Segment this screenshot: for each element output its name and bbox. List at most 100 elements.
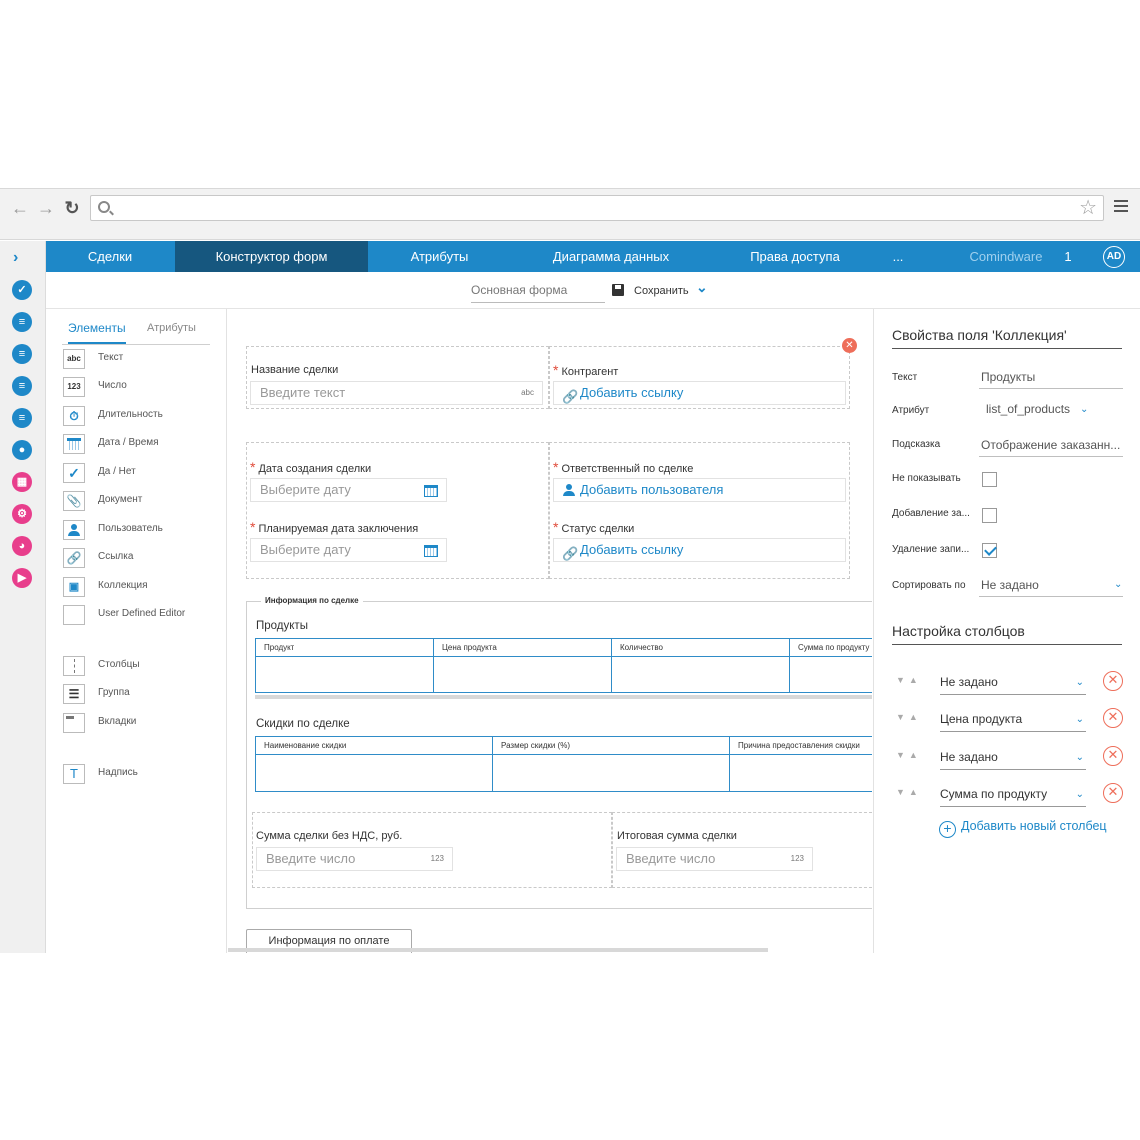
column-select[interactable]: Не задано ⌄ xyxy=(940,750,1086,770)
reorder-arrows-icon[interactable]: ▼▲ xyxy=(896,712,922,722)
calendar-icon[interactable] xyxy=(424,485,438,497)
analytics-icon[interactable]: ◕ xyxy=(12,536,32,556)
element-label: Текст xyxy=(98,352,124,363)
table-header xyxy=(256,737,872,755)
prop-hide-checkbox[interactable] xyxy=(982,472,997,487)
chevron-down-icon: ⌄ xyxy=(1075,714,1084,725)
delete-column-icon[interactable]: ✕ xyxy=(1103,671,1123,691)
placeholder-text: Выберите дату xyxy=(260,542,351,557)
bookmark-star-icon[interactable]: ☆ xyxy=(1079,197,1097,219)
prop-delete-label: Удаление запи... xyxy=(892,544,970,555)
discounts-label: Скидки по сделке xyxy=(256,718,350,730)
prop-sort-select[interactable]: Не задано xyxy=(981,578,1039,592)
tab-attributes[interactable]: Атрибуты xyxy=(410,249,469,264)
notification-count[interactable]: 1 xyxy=(1064,249,1072,264)
products-table[interactable]: Продукт Цена продукта Количество Сумма п… xyxy=(255,638,872,693)
element-label: Да / Нет xyxy=(98,466,136,477)
column-header[interactable]: Причина предоставления скидки xyxy=(738,741,860,750)
records-list-icon[interactable]: ≡ xyxy=(12,344,32,364)
reorder-arrows-icon[interactable]: ▼▲ xyxy=(896,675,922,685)
save-disk-icon[interactable] xyxy=(612,284,624,296)
settings-gear-icon[interactable]: ⚙ xyxy=(12,504,32,524)
calendar-icon[interactable] xyxy=(424,545,438,557)
chevron-down-icon[interactable]: ⌄ xyxy=(1114,579,1123,590)
chevron-down-icon[interactable]: ⌄ xyxy=(1080,404,1089,415)
column-container xyxy=(549,442,850,579)
delete-column-icon[interactable]: ✕ xyxy=(1103,783,1123,803)
underline xyxy=(979,456,1123,457)
table-scrollbar[interactable] xyxy=(255,695,872,699)
sum-without-vat-input[interactable]: Введите число 123 xyxy=(256,847,453,871)
forward-arrow-icon[interactable]: → xyxy=(37,198,55,218)
users-icon[interactable]: ● xyxy=(12,440,32,460)
column-divider xyxy=(729,737,730,791)
form-canvas: ✕ Название сделки Введите текст abc * Кон… xyxy=(228,309,872,953)
documents-list-icon[interactable]: ≡ xyxy=(12,376,32,396)
add-link-text[interactable]: Добавить ссылку xyxy=(580,542,684,557)
prop-add-checkbox[interactable] xyxy=(982,508,997,523)
column-select[interactable]: Сумма по продукту ⌄ xyxy=(940,787,1086,807)
delete-column-icon[interactable]: ✕ xyxy=(1103,708,1123,728)
reports-list-icon[interactable]: ≡ xyxy=(12,408,32,428)
column-select[interactable]: Цена продукта ⌄ xyxy=(940,712,1086,732)
back-arrow-icon[interactable]: ← xyxy=(11,198,29,218)
status-link-field[interactable]: 🔗 Добавить ссылку xyxy=(553,538,846,562)
column-header[interactable]: Количество xyxy=(620,643,663,652)
canvas-scrollbar[interactable] xyxy=(228,948,768,952)
chevron-down-icon[interactable]: ⌄ xyxy=(696,279,708,295)
add-column-button[interactable]: + Добавить новый столбец xyxy=(939,819,1107,838)
delete-column-icon[interactable]: ✕ xyxy=(1103,746,1123,766)
add-link-text[interactable]: Добавить ссылку xyxy=(580,385,684,400)
deal-name-input[interactable]: Введите текст abc xyxy=(250,381,543,405)
discounts-table[interactable]: Наименование скидки Размер скидки (%) Пр… xyxy=(255,736,872,792)
created-date-input[interactable]: Выберите дату xyxy=(250,478,447,502)
prop-hint-input[interactable]: Отображение заказанн... xyxy=(981,438,1121,452)
form-name-select[interactable]: Основная форма xyxy=(471,281,605,303)
properties-title: Свойства поля 'Коллекция' xyxy=(892,327,1122,349)
element-label: Ссылка xyxy=(98,551,134,562)
column-header[interactable]: Наименование скидки xyxy=(264,741,347,750)
reorder-arrows-icon[interactable]: ▼▲ xyxy=(896,787,922,797)
products-label: Продукты xyxy=(256,620,308,632)
column-divider xyxy=(492,737,493,791)
tab-deals[interactable]: Сделки xyxy=(87,249,133,264)
browser-toolbar: ← → ↻ ☆ xyxy=(0,188,1140,240)
tab-attributes-panel[interactable]: Атрибуты xyxy=(147,322,196,334)
counterparty-label: * Контрагент xyxy=(553,362,619,378)
column-header[interactable]: Цена продукта xyxy=(442,643,497,652)
column-select[interactable]: Не задано ⌄ xyxy=(940,675,1086,695)
browser-menu-icon[interactable] xyxy=(1114,200,1128,215)
expand-chevron-icon[interactable]: › xyxy=(13,249,19,266)
add-user-text[interactable]: Добавить пользователя xyxy=(580,482,724,497)
column-divider xyxy=(789,639,790,692)
column-header[interactable]: Сумма по продукту xyxy=(798,643,870,652)
tasks-check-icon[interactable]: ✓ xyxy=(12,280,32,300)
prop-delete-checkbox[interactable] xyxy=(982,543,997,558)
reorder-arrows-icon[interactable]: ▼▲ xyxy=(896,750,922,760)
tab-form-builder[interactable]: Конструктор форм xyxy=(175,241,368,272)
label-text: Дата создания сделки xyxy=(258,463,372,475)
tab-more[interactable]: ... xyxy=(892,249,904,264)
prop-text-input[interactable]: Продукты xyxy=(981,370,1036,384)
total-sum-input[interactable]: Введите число 123 xyxy=(616,847,813,871)
org-structure-icon[interactable]: ▦ xyxy=(12,472,32,492)
responsible-user-field[interactable]: Добавить пользователя xyxy=(553,478,846,502)
tab-data-diagram[interactable]: Диаграмма данных xyxy=(552,249,670,264)
save-button[interactable]: Сохранить xyxy=(634,285,689,297)
planned-date-input[interactable]: Выберите дату xyxy=(250,538,447,562)
column-setting-row: ▼▲ Не задано ⌄ ✕ xyxy=(894,669,1124,697)
reload-icon[interactable]: ↻ xyxy=(64,198,80,218)
column-header[interactable]: Размер скидки (%) xyxy=(501,741,570,750)
chevron-down-icon: ⌄ xyxy=(1075,752,1084,763)
column-header[interactable]: Продукт xyxy=(264,643,295,652)
tab-access-rights[interactable]: Права доступа xyxy=(750,249,840,264)
tag-icon[interactable]: ▶ xyxy=(12,568,32,588)
remove-close-icon[interactable]: ✕ xyxy=(842,338,857,353)
deals-list-icon[interactable]: ≡ xyxy=(12,312,32,332)
avatar[interactable]: AD xyxy=(1103,246,1125,268)
prop-attribute-select[interactable]: list_of_products xyxy=(986,402,1071,416)
tab-elements[interactable]: Элементы xyxy=(68,321,126,344)
counterparty-link-field[interactable]: 🔗 Добавить ссылку xyxy=(553,381,846,405)
address-bar[interactable]: ☆ xyxy=(90,195,1104,221)
